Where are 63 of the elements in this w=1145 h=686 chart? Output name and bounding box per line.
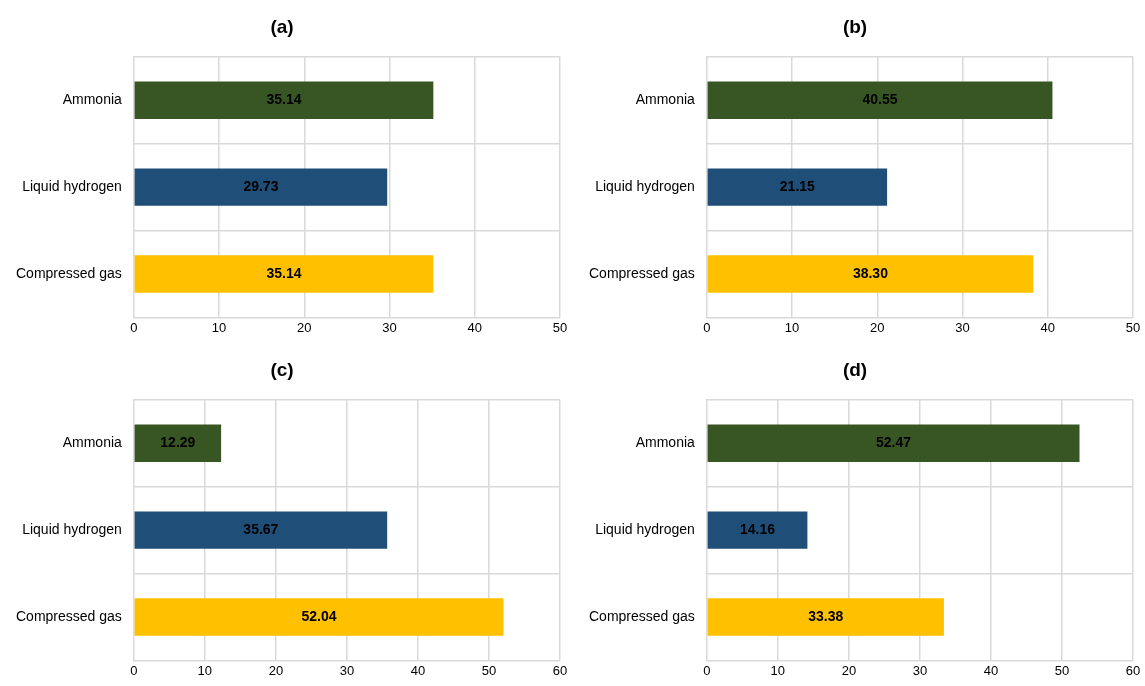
bar	[707, 255, 1034, 293]
x-tick-label: 50	[481, 662, 497, 678]
y-tick-label: Compressed gas	[16, 264, 122, 281]
bar	[707, 424, 1080, 462]
bar	[707, 81, 1053, 119]
x-tick-label: 30	[339, 662, 355, 678]
x-tick-label: 10	[784, 319, 800, 335]
x-tick-label: 0	[703, 319, 711, 335]
y-tick-label: Compressed gas	[589, 264, 695, 281]
y-tick-label: Ammonia	[635, 91, 696, 108]
data-label: 29.73	[243, 177, 279, 194]
data-label: 35.14	[266, 91, 302, 108]
chart-title: (d)	[842, 358, 868, 380]
x-tick-label: 10	[211, 319, 227, 335]
chart-title: (b)	[842, 15, 868, 37]
data-label: 38.30	[852, 264, 889, 281]
x-tick-label: 50	[1054, 662, 1070, 678]
x-tick-label: 40	[1040, 319, 1055, 335]
y-tick-label: Compressed gas	[16, 607, 122, 624]
data-label: 14.16	[739, 520, 776, 537]
x-tick-label: 10	[770, 662, 786, 678]
x-tick-label: 40	[467, 319, 482, 335]
x-tick-label: 20	[870, 319, 885, 335]
x-tick-label: 30	[955, 319, 970, 335]
y-tick-label: Ammonia	[62, 434, 123, 451]
data-label: 52.04	[301, 607, 337, 624]
x-tick-label: 50	[1125, 319, 1141, 335]
x-tick-label: 40	[410, 662, 426, 678]
y-tick-label: Ammonia	[635, 434, 696, 451]
chart-title: (c)	[270, 358, 294, 380]
x-tick-label: 0	[130, 319, 138, 335]
y-tick-label: Liquid hydrogen	[595, 520, 695, 537]
bar	[707, 168, 888, 206]
x-tick-label: 20	[297, 319, 312, 335]
data-label: 21.15	[779, 177, 816, 194]
y-tick-label: Liquid hydrogen	[595, 177, 695, 194]
data-label: 35.14	[266, 264, 302, 281]
x-tick-label: 0	[703, 662, 711, 678]
chart-title: (a)	[270, 15, 294, 37]
bar	[134, 511, 388, 549]
x-tick-label: 0	[130, 662, 138, 678]
x-tick-label: 10	[197, 662, 213, 678]
data-label: 40.55	[862, 91, 898, 108]
y-tick-label: Compressed gas	[589, 607, 695, 624]
x-tick-label: 60	[1125, 662, 1141, 678]
x-tick-label: 20	[841, 662, 857, 678]
x-tick-label: 20	[268, 662, 284, 678]
y-tick-label: Ammonia	[62, 91, 123, 108]
data-label: 12.29	[160, 434, 196, 451]
data-label: 33.38	[808, 607, 844, 624]
x-tick-label: 40	[983, 662, 999, 678]
bar	[707, 598, 944, 636]
x-tick-label: 30	[912, 662, 928, 678]
data-label: 52.47	[876, 434, 912, 451]
x-tick-label: 30	[382, 319, 397, 335]
x-tick-label: 60	[552, 662, 568, 678]
bar	[707, 511, 808, 549]
bar	[134, 598, 504, 636]
y-tick-label: Liquid hydrogen	[22, 177, 122, 194]
data-label: 35.67	[243, 520, 279, 537]
y-tick-label: Liquid hydrogen	[22, 520, 122, 537]
bar	[134, 424, 222, 462]
x-tick-label: 50	[552, 319, 568, 335]
